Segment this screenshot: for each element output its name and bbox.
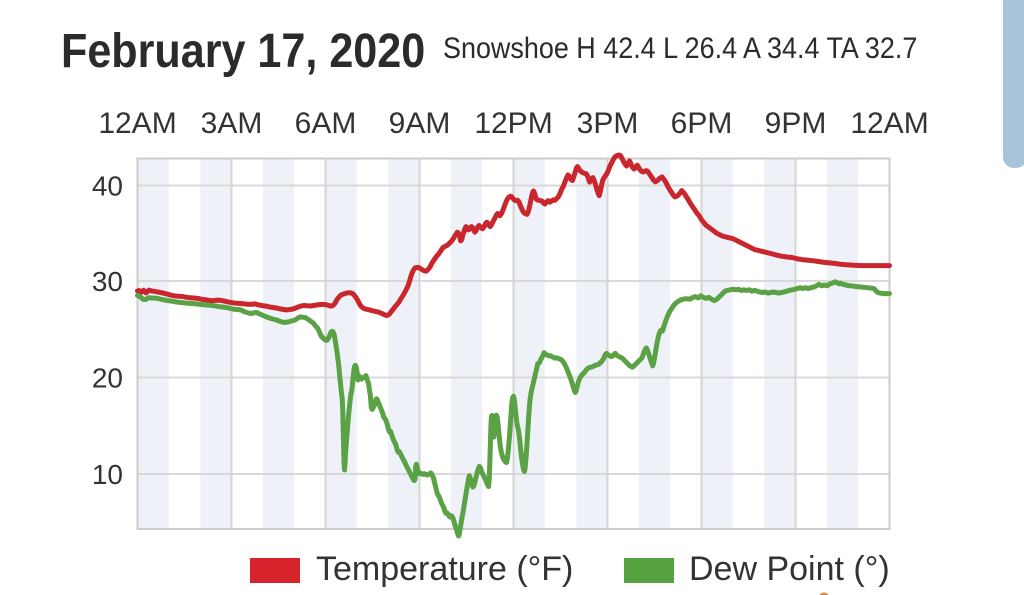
svg-text:40: 40 (92, 171, 123, 202)
svg-text:3AM: 3AM (201, 107, 263, 140)
svg-text:6AM: 6AM (295, 107, 357, 140)
svg-text:20: 20 (92, 363, 123, 394)
svg-text:9AM: 9AM (389, 107, 451, 140)
svg-text:9PM: 9PM (765, 107, 827, 140)
svg-text:6PM: 6PM (671, 107, 733, 140)
svg-text:12AM: 12AM (850, 107, 928, 140)
svg-text:3PM: 3PM (577, 107, 639, 140)
svg-text:10: 10 (92, 459, 123, 490)
svg-text:30: 30 (92, 266, 123, 297)
svg-text:12AM: 12AM (98, 107, 176, 140)
svg-text:12PM: 12PM (474, 107, 552, 140)
